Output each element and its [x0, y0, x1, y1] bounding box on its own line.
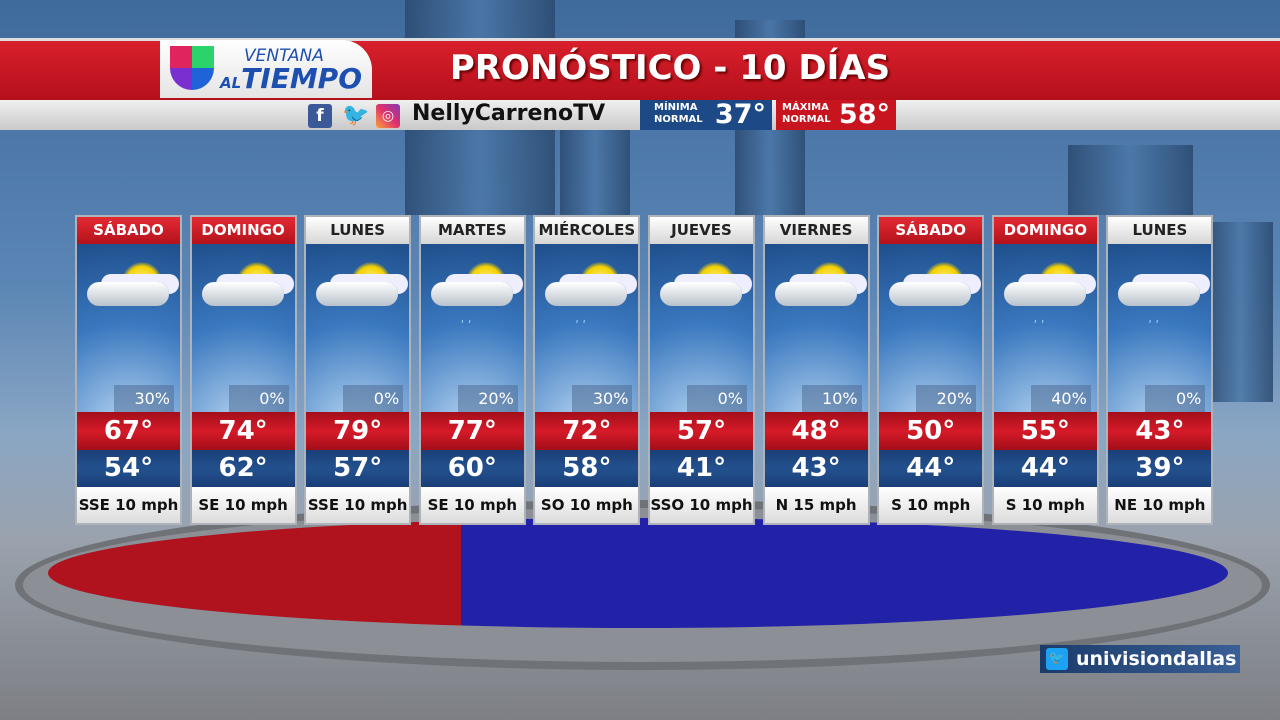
weather-sky: 30%: [77, 244, 180, 412]
high-temp: 43°: [1108, 412, 1212, 450]
logo-text-main: ALTIEMPO: [220, 62, 363, 95]
day-name: DOMINGO: [191, 217, 295, 244]
wind: SSE 10 mph: [77, 487, 180, 523]
low-temp: 58°: [535, 450, 639, 487]
day-name: MARTES: [420, 217, 524, 244]
precip-chance: 0%: [228, 385, 289, 412]
low-temp: 44°: [879, 450, 983, 487]
precip-chance: 30%: [114, 385, 174, 412]
twitter-icon: 🐦: [342, 103, 370, 128]
wind: SE 10 mph: [191, 487, 295, 523]
forecast-day-card: SÁBADO 20% 50° 44° S 10 mph: [877, 215, 985, 525]
day-name: MIÉRCOLES: [535, 217, 639, 244]
high-temp: 55°: [993, 412, 1097, 450]
weather-sky: 0%: [650, 244, 753, 412]
logo-text-top: VENTANA: [244, 46, 324, 66]
low-temp: 44°: [993, 450, 1097, 487]
normal-min: MÍNIMA NORMAL 37°: [640, 99, 772, 130]
twitter-icon: 🐦: [1046, 648, 1068, 670]
forecast-day-card: MARTES ʹ ʹ 20% 77° 60° SE 10 mph: [418, 215, 526, 525]
background-building: [560, 130, 630, 215]
wind: SSE 10 mph: [306, 487, 410, 523]
high-temp: 67°: [77, 412, 180, 450]
day-name: LUNES: [306, 217, 410, 244]
background-building: [1208, 222, 1273, 402]
social-handle: NellyCarrenoTV: [412, 101, 606, 126]
low-temp: 54°: [77, 450, 180, 487]
high-temp: 72°: [535, 412, 639, 450]
forecast-day-card: VIERNES 10% 48° 43° N 15 mph: [762, 215, 870, 525]
normal-max-label: MÁXIMA NORMAL: [782, 102, 831, 125]
wind: S 10 mph: [993, 487, 1097, 523]
high-temp: 57°: [650, 412, 753, 450]
forecast-day-card: MIÉRCOLES ʹ ʹ 30% 72° 58° SO 10 mph: [533, 215, 641, 525]
high-temp: 74°: [191, 412, 295, 450]
weather-sky: 0%: [306, 244, 410, 412]
precip-chance: 20%: [457, 385, 518, 412]
precip-chance: 30%: [572, 385, 633, 412]
forecast-day-card: SÁBADO 30% 67° 54° SSE 10 mph: [75, 215, 182, 525]
weather-sky: ʹ ʹ 0%: [1108, 244, 1212, 412]
wind: SSO 10 mph: [650, 487, 753, 523]
high-temp: 77°: [420, 412, 524, 450]
precip-chance: 10%: [801, 385, 862, 412]
day-name: SÁBADO: [77, 217, 180, 244]
logo: VENTANA ALTIEMPO: [160, 40, 372, 98]
low-temp: 41°: [650, 450, 753, 487]
instagram-icon: ◎: [376, 104, 400, 128]
weather-sky: 10%: [764, 244, 868, 412]
wind: SE 10 mph: [420, 487, 524, 523]
normal-min-value: 37°: [714, 99, 766, 130]
twitter-handle-badge: 🐦 univisiondallas: [1040, 645, 1240, 673]
forecast-day-card: DOMINGO 0% 74° 62° SE 10 mph: [189, 215, 297, 525]
background-building: [1068, 145, 1193, 215]
day-name: DOMINGO: [993, 217, 1097, 244]
forecast-day-card: JUEVES 0% 57° 41° SSO 10 mph: [648, 215, 755, 525]
low-temp: 62°: [191, 450, 295, 487]
wind: NE 10 mph: [1108, 487, 1212, 523]
normal-max-value: 58°: [838, 99, 890, 130]
weather-sky: ʹ ʹ 20%: [420, 244, 524, 412]
low-temp: 57°: [306, 450, 410, 487]
normal-min-label: MÍNIMA NORMAL: [654, 102, 703, 125]
low-temp: 43°: [764, 450, 868, 487]
high-temp: 48°: [764, 412, 868, 450]
forecast-day-card: LUNES ʹ ʹ 0% 43° 39° NE 10 mph: [1106, 215, 1214, 525]
day-name: LUNES: [1108, 217, 1212, 244]
wind: SO 10 mph: [535, 487, 639, 523]
precip-chance: 40%: [1030, 385, 1091, 412]
facebook-icon: f: [308, 104, 332, 128]
page-title: PRONÓSTICO - 10 DÍAS: [449, 48, 891, 88]
wind: S 10 mph: [879, 487, 983, 523]
weather-sky: 0%: [191, 244, 295, 412]
weather-sky: ʹ ʹ 40%: [993, 244, 1097, 412]
stage-disc: [15, 500, 1270, 670]
precip-chance: 0%: [687, 385, 747, 412]
low-temp: 60°: [420, 450, 524, 487]
weather-sky: 20%: [879, 244, 983, 412]
weather-sky: ʹ ʹ 30%: [535, 244, 639, 412]
univision-logo-icon: [170, 46, 214, 90]
high-temp: 79°: [306, 412, 410, 450]
precip-chance: 0%: [343, 385, 404, 412]
precip-chance: 0%: [1145, 385, 1206, 412]
high-temp: 50°: [879, 412, 983, 450]
forecast-day-card: LUNES 0% 79° 57° SSE 10 mph: [304, 215, 412, 525]
day-name: VIERNES: [764, 217, 868, 244]
day-name: JUEVES: [650, 217, 753, 244]
twitter-handle: univisiondallas: [1076, 648, 1237, 670]
low-temp: 39°: [1108, 450, 1212, 487]
normal-max: MÁXIMA NORMAL 58°: [776, 99, 896, 130]
precip-chance: 20%: [916, 385, 977, 412]
wind: N 15 mph: [764, 487, 868, 523]
forecast-day-card: DOMINGO ʹ ʹ 40% 55° 44° S 10 mph: [991, 215, 1099, 525]
day-name: SÁBADO: [879, 217, 983, 244]
